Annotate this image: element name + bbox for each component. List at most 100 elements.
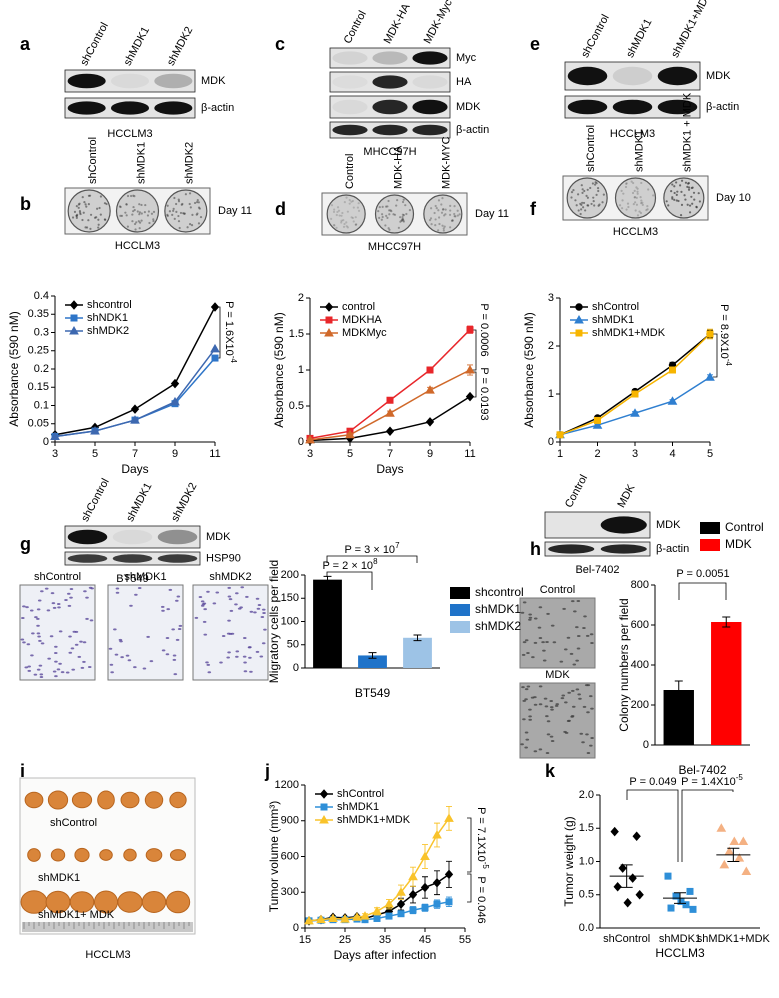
x-tick-label: 9 (427, 448, 433, 460)
lane-label: shMDK2 (165, 25, 195, 68)
p-value-text: P = 0.046 (475, 876, 487, 923)
cell-speck (115, 591, 120, 594)
blot-band (332, 124, 368, 136)
lane-label: shMDK1 (633, 130, 645, 172)
cell-speck (524, 731, 529, 734)
colony-speck (440, 211, 444, 214)
lane-label: shMDK1 + MDK (682, 92, 694, 172)
cell-speck (51, 602, 56, 605)
colony-speck (639, 196, 642, 199)
colony-speck (381, 205, 384, 208)
blot-band (372, 51, 408, 65)
colony-speck (193, 201, 197, 205)
cell-speck (579, 732, 584, 735)
colony-speck (580, 203, 583, 207)
cell-line-label: BT549 (116, 573, 148, 585)
colony-speck (579, 212, 582, 216)
x-tick-label: 3 (307, 448, 313, 460)
colony-speck (152, 218, 155, 221)
colony-speck (134, 228, 137, 231)
colony-speck (337, 209, 341, 212)
colony-speck (442, 227, 445, 230)
colony-speck (354, 223, 357, 226)
marker (433, 900, 441, 908)
cell-speck (166, 608, 171, 611)
colony-speck (357, 202, 360, 205)
colony-speck (345, 221, 348, 224)
colony-speck (352, 220, 355, 223)
y-tick-label: 600 (281, 850, 299, 862)
colony-speck (646, 205, 649, 208)
colony-speck (173, 196, 176, 200)
x-tick-label: 5 (347, 448, 353, 460)
colony-speck (448, 213, 452, 216)
cell-speck (202, 602, 207, 605)
cell-speck (22, 641, 26, 644)
cell-speck (243, 670, 248, 673)
marker (716, 823, 727, 832)
tumor (117, 891, 143, 913)
colony-speck (598, 203, 601, 206)
colony-speck (675, 199, 678, 202)
y-tick-label: 0 (293, 922, 299, 934)
colony-speck (97, 218, 100, 221)
y-tick-label: 0.25 (28, 345, 49, 357)
marker (465, 364, 475, 374)
colony-speck (693, 198, 696, 201)
cell-speck (240, 586, 245, 589)
colony-speck (688, 211, 692, 214)
y-axis-label: Absorbance (590 nM) (522, 312, 536, 427)
well (614, 177, 657, 219)
colony-speck (352, 206, 355, 209)
colony-speck (586, 196, 590, 199)
colony-speck (196, 212, 199, 215)
marker (324, 302, 334, 312)
bar (711, 622, 742, 745)
x-axis-label: BT549 (355, 686, 391, 700)
colony-speck (572, 189, 575, 192)
cell-speck (71, 668, 76, 671)
colony-speck (667, 204, 670, 207)
legend-swatch (450, 604, 470, 616)
colony-speck (640, 202, 643, 205)
cell-speck (203, 608, 207, 611)
cell-speck (581, 741, 585, 744)
p-value: P = 8.9X10-4 (718, 304, 733, 366)
colony-speck (684, 198, 687, 201)
tumor (97, 790, 115, 810)
cell-speck (234, 603, 238, 606)
colony-speck (396, 198, 399, 202)
colony-speck (401, 213, 404, 216)
marker (575, 329, 583, 337)
cell-speck (589, 744, 593, 747)
colony-speck (138, 203, 141, 206)
marker (610, 826, 619, 837)
colony-speck (152, 219, 155, 223)
cell-speck (525, 738, 530, 741)
colony-speck (441, 224, 444, 227)
lane-label: Control (342, 9, 369, 46)
colony-speck (456, 209, 459, 212)
marker (594, 416, 601, 424)
blot-band (67, 529, 108, 545)
marker (575, 303, 583, 311)
y-tick-label: 3 (548, 292, 554, 304)
colony-speck (638, 210, 641, 213)
significance-bracket (467, 817, 472, 873)
colony-speck (357, 209, 361, 212)
cell-speck (570, 600, 575, 603)
micrograph (192, 584, 269, 681)
colony-speck (631, 191, 635, 195)
marker (210, 343, 220, 353)
colony-speck (430, 223, 433, 226)
blot-band (567, 99, 608, 115)
cell-speck (171, 628, 175, 631)
cell-speck (56, 668, 61, 671)
cell-speck (65, 671, 70, 674)
marker (466, 326, 474, 334)
colony-speck (402, 214, 405, 217)
colony-speck (401, 217, 404, 221)
error-bar (620, 864, 633, 888)
colony-speck (581, 191, 584, 195)
colony-speck (397, 226, 400, 229)
